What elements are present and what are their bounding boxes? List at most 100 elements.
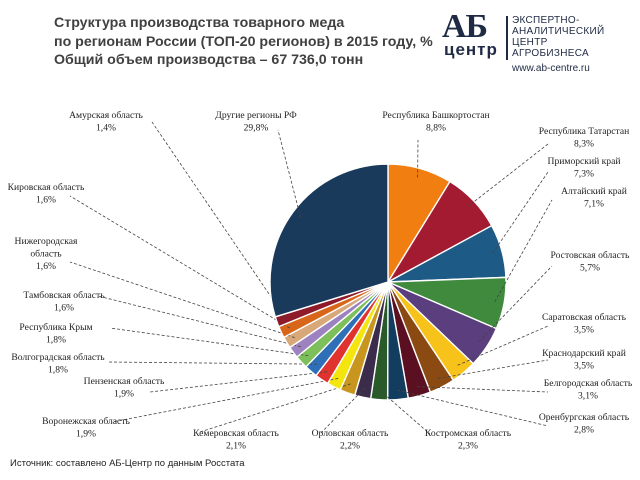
ab-centre-logo: АБ центр ЭКСПЕРТНО- АНАЛИТИЧЕСКИЙ ЦЕНТР …	[440, 8, 630, 76]
slice-label-name: Оренбургская область	[539, 412, 630, 423]
slice-label: Воронежская область 1,9%	[42, 416, 130, 440]
slice-label-value: 1,9%	[76, 429, 96, 440]
slice-label-value: 2,2%	[340, 441, 360, 452]
slice-label-value: 2,1%	[226, 441, 246, 452]
slice-label: Белгородская область 3,1%	[544, 378, 633, 402]
leader-line	[97, 295, 301, 348]
slice-label-value: 5,7%	[580, 263, 600, 274]
slice-label-value: 7,1%	[584, 199, 604, 210]
slice-label-name: Алтайский край	[561, 186, 627, 197]
slice-label-name: Нижегородская	[15, 236, 79, 247]
slice-label-name: Республика Татарстан	[539, 126, 629, 137]
slice-label-name: Ростовская область	[551, 250, 631, 261]
slice-label: Кировская область 1,6%	[8, 182, 85, 206]
slice-label-name: Приморский край	[548, 156, 621, 167]
logo-mark-top: АБ	[442, 8, 488, 45]
slice-label-name: Другие регионы РФ	[215, 110, 297, 121]
leader-line	[149, 371, 328, 393]
leader-line	[494, 199, 553, 303]
leader-line	[199, 383, 351, 433]
slice-label: Саратовская область 3,5%	[542, 312, 627, 336]
logo-line-1: ЭКСПЕРТНО-	[512, 15, 580, 26]
leader-line	[109, 327, 309, 357]
slice-label: Алтайский край 7,1%	[561, 186, 627, 210]
logo-line-4: АГРОБИЗНЕСА	[512, 48, 589, 59]
slice-label-value: 7,3%	[574, 169, 594, 180]
slice-label-value: 3,1%	[578, 391, 598, 402]
slice-label: Оренбургская область 2,8%	[539, 412, 630, 436]
slice-label-value: 2,3%	[458, 441, 478, 452]
slice-label-value: 29,8%	[244, 123, 269, 134]
logo-text: ЭКСПЕРТНО- АНАЛИТИЧЕСКИЙ ЦЕНТР АГРОБИЗНЕ…	[512, 15, 604, 59]
leader-line	[478, 265, 553, 343]
slice-label-value: 1,6%	[36, 195, 56, 206]
leader-line	[151, 121, 287, 319]
leader-line	[107, 361, 318, 365]
leader-line	[466, 143, 549, 208]
pie-slice	[269, 163, 389, 318]
slice-label-name: Саратовская область	[542, 312, 627, 323]
leader-line	[492, 171, 549, 254]
slice-label-name: Пензенская область	[84, 376, 165, 387]
slice-label-name: Кемеровская область	[193, 428, 279, 439]
slice-label-name: Республика Крым	[19, 322, 92, 333]
slice-label-name: Белгородская область	[544, 378, 633, 389]
title-line-2: по регионам России (ТОП-20 регионов) в 2…	[54, 33, 433, 50]
logo-mark: АБ центр	[440, 8, 504, 60]
slice-label-name: Волгоградская область	[11, 352, 105, 363]
slice-label-value: 1,9%	[114, 389, 134, 400]
slice-label-value: 2,8%	[574, 425, 594, 436]
slice-label: Другие регионы РФ 29,8%	[215, 110, 297, 134]
slice-label: Краснодарский край 3,5%	[542, 348, 626, 372]
leader-line	[319, 387, 365, 435]
slice-label-value: 1,8%	[48, 365, 68, 376]
slice-label-value: 1,6%	[36, 261, 56, 272]
leader-line	[111, 378, 339, 423]
leader-line	[416, 386, 549, 393]
slice-label-value: 3,5%	[574, 325, 594, 336]
logo-separator	[506, 16, 508, 60]
slice-label: Волгоградская область 1,8%	[11, 352, 105, 376]
logo-mark-bottom: центр	[444, 40, 498, 59]
slice-label-name: Кировская область	[8, 182, 85, 193]
source-note: Источник: составлено АБ-Центр по данным …	[10, 458, 245, 469]
slice-label-name: область	[30, 249, 62, 260]
slice-label-name: Амурская область	[69, 110, 143, 121]
slice-label-name: Краснодарский край	[542, 348, 626, 359]
leader-line	[379, 389, 431, 435]
slice-label-name: Тамбовская область	[23, 290, 105, 301]
slice-label-value: 1,4%	[96, 123, 116, 134]
slice-label: Пензенская область 1,9%	[84, 376, 165, 400]
slice-label-name: Республика Башкортостан	[382, 110, 489, 121]
slice-label: Приморский край 7,3%	[548, 156, 621, 180]
slice-label: Республика Крым 1,8%	[19, 322, 92, 346]
slice-label-value: 8,3%	[574, 139, 594, 150]
slice-label: Амурская область 1,4%	[69, 110, 143, 134]
title-line-1: Структура производства товарного меда	[54, 15, 345, 31]
leader-line	[437, 359, 549, 379]
leader-line	[457, 325, 549, 366]
chart-title: Структура производства товарного меда по…	[54, 14, 434, 70]
slice-label-name: Орловская область	[312, 428, 389, 439]
leader-line	[69, 261, 295, 339]
slice-label: Тамбовская область 1,6%	[23, 290, 105, 314]
slice-label: Кемеровская область 2,1%	[193, 428, 279, 452]
slice-label-value: 8,8%	[426, 123, 446, 134]
slice-label: Республика Башкортостан 8,8%	[382, 110, 489, 134]
title-line-3: Общий объем производства – 67 736,0 тонн	[54, 52, 364, 68]
logo-line-2: АНАЛИТИЧЕСКИЙ	[512, 26, 605, 37]
slice-label: Республика Татарстан 8,3%	[539, 126, 629, 150]
slice-label-value: 1,8%	[46, 335, 66, 346]
slice-label-value: 1,6%	[54, 303, 74, 314]
leader-line	[69, 195, 290, 329]
slice-label: Ростовская область 5,7%	[551, 250, 631, 274]
leader-line	[397, 389, 549, 427]
slice-label-name: Костромская область	[425, 428, 512, 439]
slice-label: Орловская область 2,2%	[312, 428, 389, 452]
slice-label-name: Воронежская область	[42, 416, 130, 427]
logo-line-3: ЦЕНТР	[512, 37, 548, 48]
slice-label-value: 3,5%	[574, 361, 594, 372]
slice-label: Костромская область 2,3%	[425, 428, 512, 452]
